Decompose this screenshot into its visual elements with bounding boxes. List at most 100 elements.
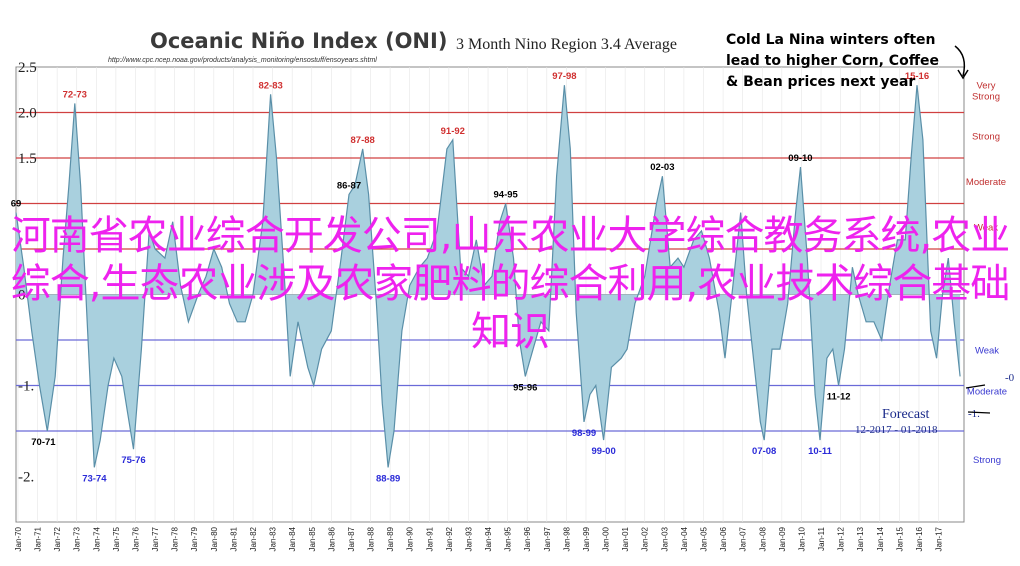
forecast-arrow-2 [967,411,991,414]
x-tick-label: Jan-99 [582,526,591,551]
x-tick-label: Jan-83 [269,526,278,551]
x-tick-label: Jan-88 [367,526,376,551]
peak-label: 72-73 [63,89,87,100]
oni-line [15,85,961,468]
x-tick-label: Jan-80 [210,526,219,551]
peak-label: 94-95 [494,190,519,201]
peak-label: 07-08 [752,446,776,457]
band-label: Strong [972,91,1000,102]
peak-label: 02-03 [650,162,674,173]
band-label: Strong [973,455,1001,466]
peak-label: 88-89 [376,473,400,484]
x-tick-label: Jan-84 [288,526,297,551]
band-label: Weak [974,222,998,233]
band-label: Strong [972,131,1000,142]
annotation-line-2: lead to higher Corn, Coffee [726,53,939,69]
forecast-title: Forecast [882,407,930,422]
x-tick-label: Jan-02 [641,526,650,551]
x-tick-label: Jan-06 [719,526,728,551]
chart-subtitle: 3 Month Nino Region 3.4 Average [456,36,677,53]
x-tick-label: Jan-00 [602,526,611,551]
overlay-watermark-text: 河南省农业综合开发公司,山东农业大学综合教务系统,农业综合,生态农业涉及农家肥料… [10,213,1010,355]
peak-label: 15-16 [905,71,929,82]
annotation-line-3: & Bean prices next year [726,74,915,90]
band-label: Moderate [966,177,1006,188]
x-tick-label: Jan-08 [758,526,767,551]
band-label: Very [976,80,995,91]
peak-label: 10-11 [808,446,832,457]
peak-label: 86-87 [337,180,361,191]
y-tick-label: 2.5 [18,60,37,76]
peak-label: 73-74 [82,473,107,484]
y-tick-label: 1.5 [18,151,37,167]
forecast-value: -1. [968,408,980,420]
band-label: Moderate [967,387,1007,398]
x-tick-label: Jan-14 [876,526,885,551]
x-tick-label: Jan-92 [445,526,454,551]
x-tick-label: Jan-73 [73,526,82,551]
annotation-arrowhead [957,69,969,80]
x-tick-label: Jan-12 [837,526,846,551]
peak-label: 82-83 [258,80,282,91]
x-tick-label: Jan-07 [739,526,748,551]
peak-label: 97-98 [552,71,576,82]
y-tick-label: -1. [18,379,34,395]
y-tick-label: -2. [18,470,34,486]
x-tick-label: Jan-74 [92,526,101,551]
x-tick-label: Jan-15 [895,526,904,551]
weak-value: -0 [1005,372,1015,384]
x-tick-label: Jan-17 [935,526,944,551]
x-tick-label: Jan-75 [112,526,121,551]
x-tick-label: Jan-70 [14,526,23,551]
chart-title: Oceanic Niño Index (ONI) [150,29,447,53]
x-tick-label: Jan-72 [53,526,62,551]
x-tick-label: Jan-89 [386,526,395,551]
annotation-line-1: Cold La Nina winters often [726,32,936,48]
x-tick-label: Jan-09 [778,526,787,551]
x-tick-label: Jan-96 [523,526,532,551]
x-tick-label: Jan-98 [562,526,571,551]
x-tick-label: Jan-10 [797,526,806,551]
x-tick-label: Jan-01 [621,526,630,551]
annotation-arrow [954,45,966,77]
band-label: Weak [975,346,999,357]
x-tick-label: Jan-03 [660,526,669,551]
forecast-box: Forecast 12-2017 - 01-2018 -1. -0 [855,372,1015,436]
annotation-box: Cold La Nina winters often lead to highe… [726,32,969,90]
x-tick-label: Jan-81 [229,526,238,551]
x-tick-label: Jan-04 [680,526,689,551]
x-tick-label: Jan-86 [327,526,336,551]
peak-label: 87-88 [351,135,375,146]
x-tick-label: Jan-97 [543,526,552,551]
x-tick-label: Jan-11 [817,526,826,550]
x-tick-label: Jan-90 [406,526,415,551]
peak-label: 91-92 [441,126,465,137]
peak-label: 09-10 [788,153,812,164]
x-tick-label: Jan-91 [425,526,434,551]
peak-label: 99-00 [591,446,615,457]
x-tick-label: Jan-87 [347,526,356,551]
x-tick-label: Jan-79 [190,526,199,551]
x-tick-label: Jan-82 [249,526,258,551]
forecast-arrow [965,384,986,389]
x-tick-label: Jan-93 [464,526,473,551]
x-tick-label: Jan-94 [484,526,493,551]
y-tick-label: 0 [18,288,26,304]
x-tick-label: Jan-78 [171,526,180,551]
x-tick-label: Jan-95 [504,526,513,551]
source-url: http://www.cpc.ncep.noaa.gov/products/an… [108,57,377,64]
x-tick-label: Jan-76 [131,526,140,551]
peak-label: 69 [11,199,22,210]
peak-label: 11-12 [827,392,851,403]
x-tick-label: Jan-85 [308,526,317,551]
x-tick-label: Jan-05 [699,526,708,551]
x-tick-label: Jan-71 [34,526,43,551]
peak-label: 70-71 [31,437,56,448]
peak-label: 75-76 [121,455,145,466]
x-tick-label: Jan-13 [856,526,865,551]
x-tick-label: Jan-16 [915,526,924,551]
peak-label: 98-99 [572,428,596,439]
x-tick-label: Jan-77 [151,526,160,551]
y-tick-label: 2.0 [18,106,37,122]
